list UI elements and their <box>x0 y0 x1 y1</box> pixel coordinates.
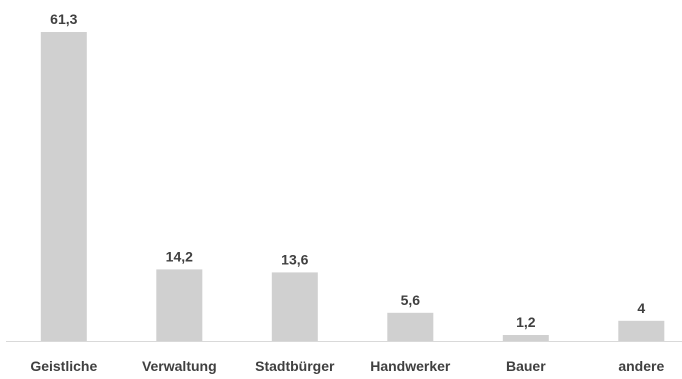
category-label: Stadtbürger <box>255 358 335 374</box>
value-label: 1,2 <box>516 314 536 330</box>
bar-stadtb-rger <box>271 272 318 341</box>
value-label: 4 <box>637 300 645 316</box>
value-label: 13,6 <box>281 251 308 267</box>
value-labels-layer: 61,3 14,2 13,6 5,6 1,2 4 <box>50 11 645 330</box>
value-label: 61,3 <box>50 11 77 27</box>
category-label: Geistliche <box>30 358 97 374</box>
bar-verwaltung <box>156 269 203 341</box>
category-label: andere <box>618 358 664 374</box>
value-label: 5,6 <box>401 292 421 308</box>
category-labels-layer: Geistliche Verwaltung Stadtbürger Handwerke… <box>30 358 664 374</box>
bars-layer <box>40 32 665 341</box>
bar-handwerker <box>387 312 434 341</box>
category-label: Bauer <box>506 358 546 374</box>
bar-andere <box>618 320 665 341</box>
category-label: Handwerker <box>370 358 451 374</box>
bar-geistliche <box>40 32 87 341</box>
category-label: Verwaltung <box>142 358 217 374</box>
value-label: 14,2 <box>166 248 193 264</box>
bar-bauer <box>502 335 549 341</box>
